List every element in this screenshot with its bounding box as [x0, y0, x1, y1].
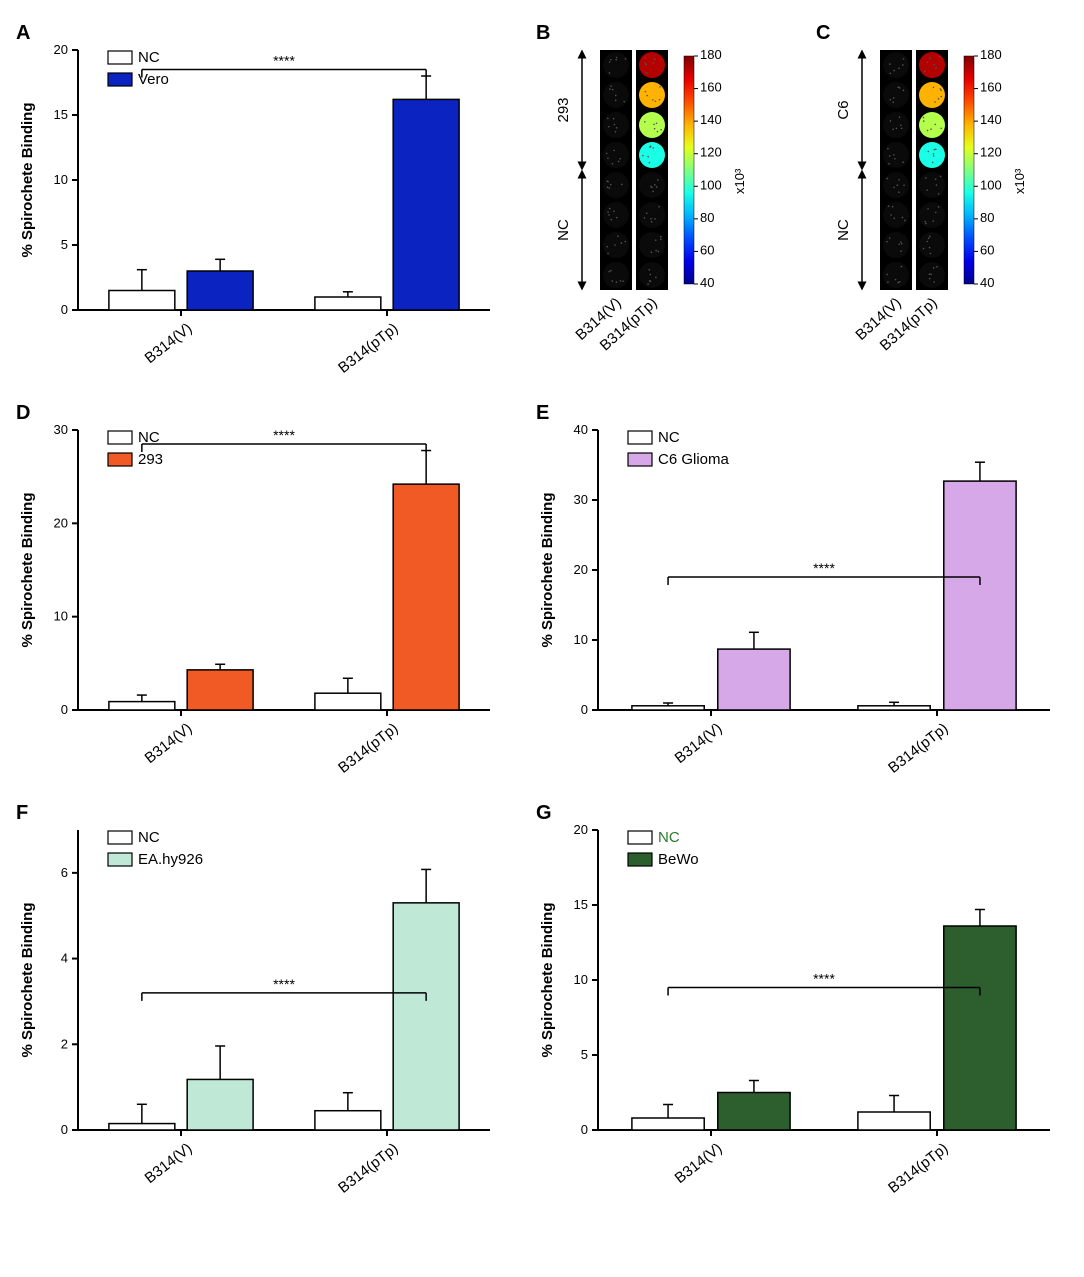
panel-b-svg: 293NCB314(V)B314(pTp)4060801001201401601… — [530, 20, 790, 400]
svg-text:4: 4 — [61, 951, 68, 966]
svg-text:****: **** — [273, 53, 295, 69]
svg-text:80: 80 — [980, 210, 994, 225]
svg-text:20: 20 — [54, 42, 68, 57]
svg-text:100: 100 — [980, 177, 1002, 192]
svg-text:x10³: x10³ — [732, 168, 747, 194]
svg-text:10: 10 — [54, 172, 68, 187]
svg-text:NC: NC — [658, 829, 680, 846]
svg-text:20: 20 — [54, 515, 68, 530]
svg-text:40: 40 — [980, 275, 994, 290]
panel-g-label: G — [536, 802, 552, 825]
svg-text:****: **** — [813, 971, 835, 987]
svg-text:B314(V): B314(V) — [142, 1140, 196, 1187]
svg-text:100: 100 — [700, 177, 722, 192]
svg-text:B314(pTp): B314(pTp) — [885, 1140, 951, 1197]
svg-text:B314(pTp): B314(pTp) — [335, 320, 401, 377]
panel-e-label: E — [536, 402, 549, 425]
svg-text:B314(V): B314(V) — [672, 720, 726, 767]
svg-text:NC: NC — [658, 429, 680, 446]
figure-grid: A 05101520% Spirochete BindingB314(V)B31… — [0, 0, 1084, 1240]
svg-text:20: 20 — [574, 562, 588, 577]
panel-g-svg: 0 5 10 15 20 % Spirochete Binding B314(V) B314(… — [530, 800, 1070, 1220]
svg-text:10: 10 — [54, 609, 68, 624]
svg-text:40: 40 — [574, 422, 588, 437]
svg-text:160: 160 — [700, 80, 722, 95]
svg-text:NC: NC — [555, 219, 572, 241]
svg-text:0: 0 — [61, 702, 68, 717]
svg-text:0: 0 — [61, 1122, 68, 1137]
svg-text:60: 60 — [700, 242, 714, 257]
panel-c-label: C — [816, 22, 830, 45]
svg-text:NC: NC — [835, 219, 852, 241]
panel-c-svg: C6NCB314(V)B314(pTp)40608010012014016018… — [810, 20, 1070, 400]
svg-text:180: 180 — [980, 47, 1002, 62]
svg-text:% Spirochete Binding: % Spirochete Binding — [19, 902, 36, 1057]
svg-text:Vero: Vero — [138, 71, 169, 88]
svg-text:20: 20 — [574, 822, 588, 837]
svg-text:293: 293 — [555, 97, 572, 122]
svg-text:140: 140 — [980, 112, 1002, 127]
svg-text:5: 5 — [581, 1047, 588, 1062]
svg-text:40: 40 — [700, 275, 714, 290]
svg-text:B314(V): B314(V) — [672, 1140, 726, 1187]
svg-text:120: 120 — [980, 145, 1002, 160]
svg-text:180: 180 — [700, 47, 722, 62]
svg-text:NC: NC — [138, 429, 160, 446]
svg-text:B314(pTp): B314(pTp) — [335, 1140, 401, 1197]
svg-text:60: 60 — [980, 242, 994, 257]
panel-b-label: B — [536, 22, 550, 45]
panel-c: C C6NCB314(V)B314(pTp)406080100120140160… — [810, 20, 1070, 400]
panel-e-svg: 0 10 20 30 40 % Spirochete Binding B314(V) B314… — [530, 400, 1070, 800]
svg-text:6: 6 — [61, 865, 68, 880]
svg-text:B314(V): B314(V) — [142, 320, 196, 367]
panel-f-svg: 0 2 4 6 % Spirochete Binding B314(V) B314(pTp)… — [10, 800, 510, 1220]
svg-text:NC: NC — [138, 829, 160, 846]
panel-g: G 0 5 10 15 20 % Spirochete Binding B314(V) B31… — [530, 800, 1070, 1220]
svg-text:B314(pTp): B314(pTp) — [885, 720, 951, 777]
svg-text:BeWo: BeWo — [658, 851, 699, 868]
svg-text:0: 0 — [581, 1122, 588, 1137]
svg-text:5: 5 — [61, 237, 68, 252]
svg-text:10: 10 — [574, 632, 588, 647]
svg-text:10: 10 — [574, 972, 588, 987]
svg-text:% Spirochete Binding: % Spirochete Binding — [19, 102, 36, 257]
svg-text:C6: C6 — [835, 100, 852, 119]
svg-text:0: 0 — [61, 302, 68, 317]
svg-text:****: **** — [273, 976, 295, 992]
panel-e: E 0 10 20 30 40 % Spirochete Binding B314(V) B3… — [530, 400, 1070, 800]
svg-text:B314(pTp): B314(pTp) — [335, 720, 401, 777]
svg-text:15: 15 — [54, 107, 68, 122]
svg-text:x10³: x10³ — [1012, 168, 1027, 194]
svg-text:160: 160 — [980, 80, 1002, 95]
svg-text:****: **** — [273, 427, 295, 443]
panel-d: D 0 10 20 30 % Spirochete Binding B314(V) B314… — [10, 400, 510, 800]
svg-text:0: 0 — [581, 702, 588, 717]
panel-b: B 293NCB314(V)B314(pTp)40608010012014016… — [530, 20, 790, 400]
svg-text:2: 2 — [61, 1036, 68, 1051]
svg-text:120: 120 — [700, 145, 722, 160]
svg-text:% Spirochete Binding: % Spirochete Binding — [19, 492, 36, 647]
svg-text:EA.hy926: EA.hy926 — [138, 851, 203, 868]
panel-a-svg: 0 5 10 15 20 % Spirochete Binding B314(V) B314(… — [10, 20, 510, 400]
svg-text:30: 30 — [574, 492, 588, 507]
svg-text:15: 15 — [574, 897, 588, 912]
svg-text:% Spirochete Binding: % Spirochete Binding — [539, 902, 556, 1057]
svg-text:% Spirochete Binding: % Spirochete Binding — [539, 492, 556, 647]
panel-f: F 0 2 4 6 % Spirochete Binding B314(V) B314(pT… — [10, 800, 510, 1220]
svg-text:****: **** — [813, 560, 835, 576]
svg-text:C6 Glioma: C6 Glioma — [658, 451, 730, 468]
panel-d-svg: 0 10 20 30 % Spirochete Binding B314(V) B314(p… — [10, 400, 510, 800]
panel-a-label: A — [16, 22, 30, 45]
svg-text:NC: NC — [138, 49, 160, 66]
svg-text:B314(V): B314(V) — [142, 720, 196, 767]
svg-text:293: 293 — [138, 451, 163, 468]
svg-text:140: 140 — [700, 112, 722, 127]
svg-text:30: 30 — [54, 422, 68, 437]
svg-text:80: 80 — [700, 210, 714, 225]
panel-d-label: D — [16, 402, 30, 425]
panel-a: A 0 5 10 15 20 % Spirochete Binding B314(V) B31… — [10, 20, 510, 400]
panel-f-label: F — [16, 802, 28, 825]
